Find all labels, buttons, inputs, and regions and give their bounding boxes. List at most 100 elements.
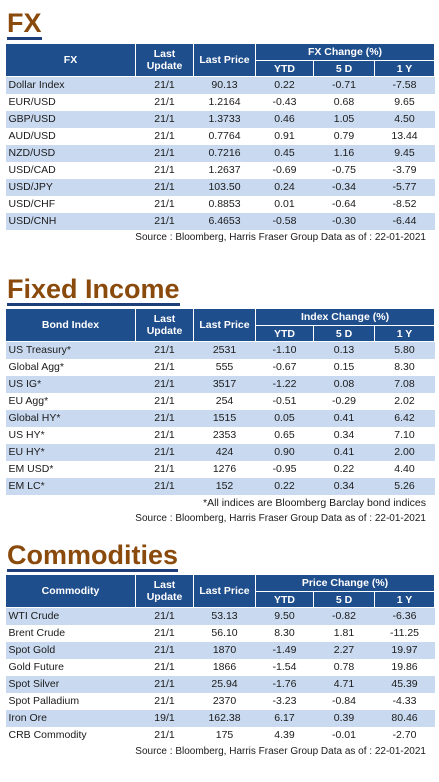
fi-price-cell: 1515 bbox=[193, 410, 256, 427]
fi-header-5d: 5 D bbox=[313, 325, 375, 342]
fx-5d-cell: -0.34 bbox=[313, 179, 375, 196]
fi-ytd-cell: -0.67 bbox=[255, 359, 314, 376]
fi-5d-cell: 0.34 bbox=[313, 427, 375, 444]
fi-1y-cell: 5.26 bbox=[374, 478, 435, 495]
cm-update-cell: 19/1 bbox=[135, 710, 194, 727]
fi-update-cell: 21/1 bbox=[135, 478, 194, 495]
fx-5d-cell: -0.30 bbox=[313, 213, 375, 230]
cm-update-cell: 21/1 bbox=[135, 693, 194, 710]
fixed-income-table-body: US Treasury* 21/1 2531 -1.10 0.13 5.80 Global … bbox=[5, 341, 435, 495]
fi-5d-cell: 0.22 bbox=[313, 461, 375, 478]
fx-header-5d: 5 D bbox=[313, 60, 375, 77]
fi-ytd-cell: -0.51 bbox=[255, 393, 314, 410]
fx-name-cell: USD/CAD bbox=[5, 162, 136, 179]
fi-header-update: Last Update bbox=[135, 308, 194, 342]
table-row: Spot Palladium 21/1 2370 -3.23 -0.84 -4.33 bbox=[5, 693, 435, 710]
fx-price-cell: 90.13 bbox=[193, 76, 256, 94]
fx-1y-cell: -8.52 bbox=[374, 196, 435, 213]
fx-source: Source : Bloomberg, Harris Fraser Group … bbox=[135, 232, 426, 243]
table-row: Gold Future 21/1 1866 -1.54 0.78 19.86 bbox=[5, 659, 435, 676]
cm-price-cell: 25.94 bbox=[193, 676, 256, 693]
fixed-income-title-text: Fixed Income bbox=[7, 274, 180, 306]
cm-1y-cell: 19.97 bbox=[374, 642, 435, 659]
fx-name-cell: AUD/USD bbox=[5, 128, 136, 145]
cm-price-cell: 53.13 bbox=[193, 607, 256, 625]
cm-name-cell: Brent Crude bbox=[5, 625, 136, 642]
fx-name-cell: USD/JPY bbox=[5, 179, 136, 196]
table-row: EUR/USD 21/1 1.2164 -0.43 0.68 9.65 bbox=[5, 94, 435, 111]
fixed-income-section: Fixed Income Bond Index Last Update Last… bbox=[5, 274, 436, 527]
fi-5d-cell: 0.13 bbox=[313, 341, 375, 359]
fi-name-cell: US HY* bbox=[5, 427, 136, 444]
cm-1y-cell: -4.33 bbox=[374, 693, 435, 710]
cm-header-5d: 5 D bbox=[313, 591, 375, 608]
cm-ytd-cell: 4.39 bbox=[255, 727, 314, 744]
fx-price-cell: 1.2164 bbox=[193, 94, 256, 111]
cm-ytd-cell: 8.30 bbox=[255, 625, 314, 642]
fx-name-cell: GBP/USD bbox=[5, 111, 136, 128]
fx-table-body: Dollar Index 21/1 90.13 0.22 -0.71 -7.58 EUR/U… bbox=[5, 76, 435, 230]
fx-1y-cell: 4.50 bbox=[374, 111, 435, 128]
table-row: Global Agg* 21/1 555 -0.67 0.15 8.30 bbox=[5, 359, 435, 376]
fx-title: FX bbox=[5, 8, 434, 40]
fi-ytd-cell: 0.90 bbox=[255, 444, 314, 461]
fi-1y-cell: 2.02 bbox=[374, 393, 435, 410]
cm-ytd-cell: -3.23 bbox=[255, 693, 314, 710]
fx-price-cell: 1.2637 bbox=[193, 162, 256, 179]
fx-update-cell: 21/1 bbox=[135, 179, 194, 196]
fi-ytd-cell: 0.05 bbox=[255, 410, 314, 427]
fi-price-cell: 1276 bbox=[193, 461, 256, 478]
commodities-table-body: WTI Crude 21/1 53.13 9.50 -0.82 -6.36 Brent Cr… bbox=[5, 607, 435, 744]
fx-header-ytd: YTD bbox=[255, 60, 314, 77]
table-row: EU HY* 21/1 424 0.90 0.41 2.00 bbox=[5, 444, 435, 461]
fi-1y-cell: 7.08 bbox=[374, 376, 435, 393]
fi-5d-cell: 0.08 bbox=[313, 376, 375, 393]
fi-update-cell: 21/1 bbox=[135, 359, 194, 376]
fx-update-cell: 21/1 bbox=[135, 145, 194, 162]
cm-ytd-cell: 6.17 bbox=[255, 710, 314, 727]
table-row: Global HY* 21/1 1515 0.05 0.41 6.42 bbox=[5, 410, 435, 427]
fixed-income-title: Fixed Income bbox=[5, 274, 434, 306]
fx-price-cell: 0.7216 bbox=[193, 145, 256, 162]
fx-section: FX FX Last Update Last Price FX Change (… bbox=[5, 8, 435, 246]
table-row: USD/JPY 21/1 103.50 0.24 -0.34 -5.77 bbox=[5, 179, 435, 196]
fi-1y-cell: 7.10 bbox=[374, 427, 435, 444]
fx-update-cell: 21/1 bbox=[135, 196, 194, 213]
fi-ytd-cell: -1.22 bbox=[255, 376, 314, 393]
fi-header-1y: 1 Y bbox=[373, 325, 436, 342]
cm-5d-cell: 4.71 bbox=[313, 676, 375, 693]
fx-update-cell: 21/1 bbox=[135, 213, 194, 230]
cm-1y-cell: -11.25 bbox=[374, 625, 435, 642]
fi-update-cell: 21/1 bbox=[135, 376, 194, 393]
fx-ytd-cell: 0.24 bbox=[255, 179, 314, 196]
table-row: US HY* 21/1 2353 0.65 0.34 7.10 bbox=[5, 427, 435, 444]
fi-update-cell: 21/1 bbox=[135, 461, 194, 478]
fx-ytd-cell: 0.45 bbox=[255, 145, 314, 162]
cm-name-cell: Iron Ore bbox=[5, 710, 136, 727]
cm-price-cell: 56.10 bbox=[193, 625, 256, 642]
cm-5d-cell: 2.27 bbox=[313, 642, 375, 659]
fx-1y-cell: -7.58 bbox=[374, 76, 435, 94]
fx-5d-cell: 0.79 bbox=[313, 128, 375, 145]
fi-1y-cell: 4.40 bbox=[374, 461, 435, 478]
cm-header-update: Last Update bbox=[135, 574, 194, 608]
table-row: Spot Gold 21/1 1870 -1.49 2.27 19.97 bbox=[5, 642, 435, 659]
fx-name-cell: Dollar Index bbox=[5, 76, 136, 94]
fx-ytd-cell: 0.91 bbox=[255, 128, 314, 145]
cm-ytd-cell: 9.50 bbox=[255, 607, 314, 625]
fi-name-cell: EU Agg* bbox=[5, 393, 136, 410]
cm-name-cell: Gold Future bbox=[5, 659, 136, 676]
cm-price-cell: 2370 bbox=[193, 693, 256, 710]
fi-header-ytd: YTD bbox=[255, 325, 314, 342]
fx-price-cell: 103.50 bbox=[193, 179, 256, 196]
fi-ytd-cell: -1.10 bbox=[255, 341, 314, 359]
table-row: USD/CNH 21/1 6.4653 -0.58 -0.30 -6.44 bbox=[5, 213, 435, 230]
fx-name-cell: USD/CHF bbox=[5, 196, 136, 213]
fi-1y-cell: 2.00 bbox=[374, 444, 435, 461]
table-row: Dollar Index 21/1 90.13 0.22 -0.71 -7.58 bbox=[5, 76, 435, 94]
fi-5d-cell: 0.41 bbox=[313, 444, 375, 461]
cm-update-cell: 21/1 bbox=[135, 625, 194, 642]
cm-update-cell: 21/1 bbox=[135, 607, 194, 625]
cm-header-name: Commodity bbox=[5, 574, 136, 608]
cm-price-cell: 1870 bbox=[193, 642, 256, 659]
